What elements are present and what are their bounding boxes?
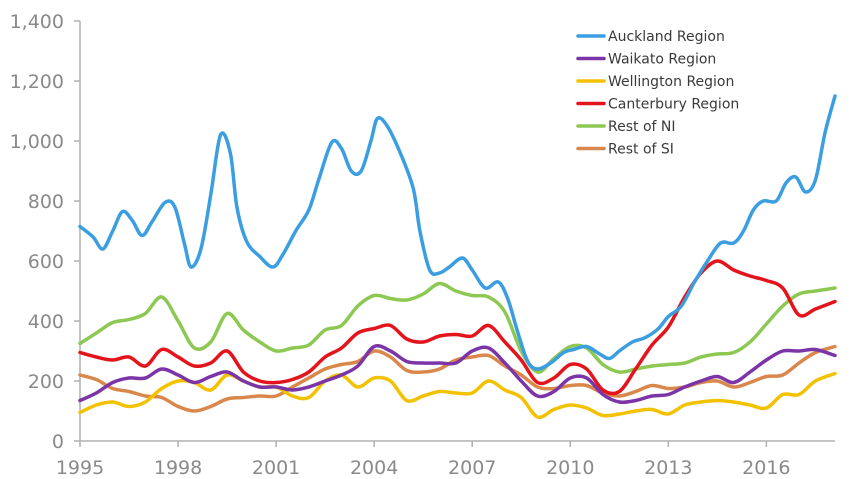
x-axis-ticks: 1995 1998 2001 2004 2007 2010 2013 2016 xyxy=(56,441,791,479)
y-tick-label: 400 xyxy=(28,311,64,333)
legend-label-rest-of-si: Rest of SI xyxy=(608,142,674,158)
y-tick-label: 1,400 xyxy=(10,11,64,33)
x-tick-label: 2001 xyxy=(252,457,300,479)
y-tick-label: 1,000 xyxy=(10,131,64,153)
series-line-auckland-region xyxy=(78,94,837,371)
x-tick-label: 2007 xyxy=(448,457,496,479)
x-tick-label: 2010 xyxy=(546,457,594,479)
x-tick-label: 2013 xyxy=(644,457,692,479)
x-tick-label: 2016 xyxy=(742,457,790,479)
legend-label-canterbury-region: Canterbury Region xyxy=(608,97,739,113)
series-line-rest-of-si xyxy=(78,344,837,413)
y-tick-label: 600 xyxy=(28,251,64,273)
x-tick-label: 2004 xyxy=(350,457,398,479)
series-lines xyxy=(78,94,837,420)
legend-label-rest-of-ni: Rest of NI xyxy=(608,119,676,135)
legend-label-waikato-region: Waikato Region xyxy=(608,52,716,68)
y-axis-ticks: 0 200 400 600 800 1,000 1,200 1,400 xyxy=(10,11,80,453)
y-tick-label: 800 xyxy=(28,191,64,213)
series-line-wellington-region xyxy=(78,371,837,420)
x-tick-label: 1995 xyxy=(56,457,104,479)
legend-label-wellington-region: Wellington Region xyxy=(608,74,734,90)
y-tick-label: 0 xyxy=(52,431,64,453)
series-line-canterbury-region xyxy=(78,259,837,396)
y-tick-label: 200 xyxy=(28,371,64,393)
chart-legend: Auckland Region Waikato Region Wellington … xyxy=(576,29,739,158)
series-line-waikato-region xyxy=(78,344,837,405)
x-tick-label: 1998 xyxy=(154,457,202,479)
series-line-rest-of-ni xyxy=(78,281,837,374)
legend-label-auckland-region: Auckland Region xyxy=(608,29,725,45)
y-tick-label: 1,200 xyxy=(10,71,64,93)
